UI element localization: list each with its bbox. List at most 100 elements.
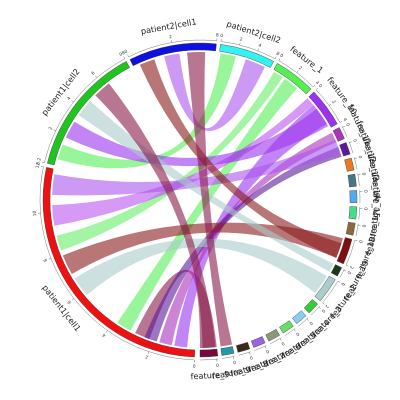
tick-label: 2 — [145, 353, 150, 360]
tick-label: 4 — [66, 96, 73, 102]
tick-mark — [239, 42, 241, 46]
chord-link-12 — [78, 100, 334, 272]
sector-patient2-cell1 — [129, 42, 217, 67]
sector-feature-18 — [336, 237, 353, 265]
tick-label: 2 — [297, 65, 303, 72]
tick-axis — [355, 223, 359, 237]
tick-axis — [298, 317, 309, 327]
tick-label: 0 — [362, 207, 368, 210]
tick-mark — [349, 141, 352, 143]
tick-label: 0 — [344, 122, 351, 127]
sector-feature-19 — [330, 264, 342, 277]
tick-label: 0 — [265, 348, 270, 355]
sector-feature-8 — [236, 341, 251, 353]
tick-mark — [41, 166, 44, 167]
tick-axis — [44, 58, 125, 163]
sector-feature-1 — [273, 63, 312, 95]
tick-mark — [48, 258, 52, 260]
tick-mark — [71, 100, 74, 103]
tick-mark — [342, 126, 345, 128]
chord-link-14 — [139, 59, 342, 258]
sector-patient1-cell1 — [42, 167, 195, 358]
tick-label: 08 — [118, 50, 126, 58]
tick-label: 0 — [294, 331, 300, 338]
sector-feature-16 — [348, 206, 358, 220]
chord-link-4 — [117, 78, 298, 331]
tick-axis — [353, 157, 358, 170]
chord-link-7 — [56, 71, 283, 251]
tick-mark — [312, 84, 316, 88]
tick-label: 0 — [249, 354, 254, 361]
tick-mark — [343, 269, 347, 272]
tick-label: 0 — [345, 270, 352, 275]
tick-label: 0 — [357, 239, 364, 243]
tick-mark — [328, 103, 332, 106]
sector-label: feature_9 — [190, 369, 229, 381]
tick-axis — [220, 41, 276, 59]
tick-mark — [123, 56, 126, 59]
chord-link-13 — [95, 83, 216, 348]
tick-axis — [278, 60, 314, 88]
tick-mark — [293, 329, 296, 332]
tick-label: 0 — [124, 48, 129, 55]
tick-axis — [348, 141, 354, 154]
tick-label: 0 — [232, 359, 236, 365]
tick-mark — [95, 75, 98, 78]
tick-label: 4 — [101, 332, 107, 339]
chord-sectors — [42, 42, 358, 358]
tick-label: 0 — [357, 155, 364, 159]
tick-mark — [322, 302, 325, 305]
tick-label: 10 — [32, 210, 38, 216]
sector-feature-6 — [265, 328, 280, 342]
tick-label: 8 — [216, 32, 220, 38]
tick-mark — [346, 264, 349, 267]
sector-label: feature_15 — [371, 174, 382, 218]
tick-mark — [71, 298, 75, 301]
tick-axis — [358, 206, 361, 220]
tick-mark — [339, 121, 343, 123]
sector-feature-11 — [332, 127, 345, 142]
tick-mark — [315, 87, 319, 91]
sector-label: patient2|cell1 — [140, 16, 197, 36]
tick-mark — [279, 338, 282, 341]
tick-label: 0.2 — [35, 157, 43, 165]
sector-feature-2 — [314, 275, 336, 302]
tick-label: 0 — [362, 190, 368, 193]
chord-link-11 — [65, 108, 329, 167]
chord-link-15 — [164, 53, 265, 131]
sector-feature-13 — [344, 157, 355, 172]
tick-mark — [147, 351, 149, 355]
tick-label: 6 — [66, 299, 73, 305]
tick-mark — [53, 129, 56, 131]
tick-mark — [337, 281, 341, 283]
sector-label: patient2|cell2 — [225, 19, 282, 46]
chord-link-8 — [52, 98, 314, 226]
sector-label: feature_16 — [368, 192, 382, 237]
tick-axis — [199, 358, 219, 361]
tick-label: 4 — [257, 42, 262, 49]
tick-label: 0 — [279, 53, 285, 60]
tick-mark — [318, 306, 321, 309]
tick-axis — [339, 268, 345, 278]
tick-axis — [238, 351, 251, 356]
tick-axis — [341, 126, 348, 138]
tick-label: 4 — [341, 117, 348, 123]
tick-mark — [233, 356, 234, 359]
tick-mark — [249, 352, 251, 355]
tick-axis — [357, 173, 360, 187]
tick-label: 0 — [317, 83, 323, 89]
sector-feature-10 — [308, 91, 338, 128]
tick-mark — [274, 56, 277, 59]
tick-axis — [222, 356, 235, 359]
tick-label: 0 — [193, 362, 196, 368]
sector-feature-9 — [220, 346, 235, 356]
tick-label: 8 — [275, 51, 280, 58]
tick-label: 0 — [360, 172, 366, 176]
tick-label: 2 — [47, 126, 54, 131]
tick-label: 2 — [323, 303, 330, 309]
tick-mark — [296, 70, 299, 73]
sector-patient2-cell2 — [219, 44, 274, 68]
tick-mark — [127, 54, 129, 57]
